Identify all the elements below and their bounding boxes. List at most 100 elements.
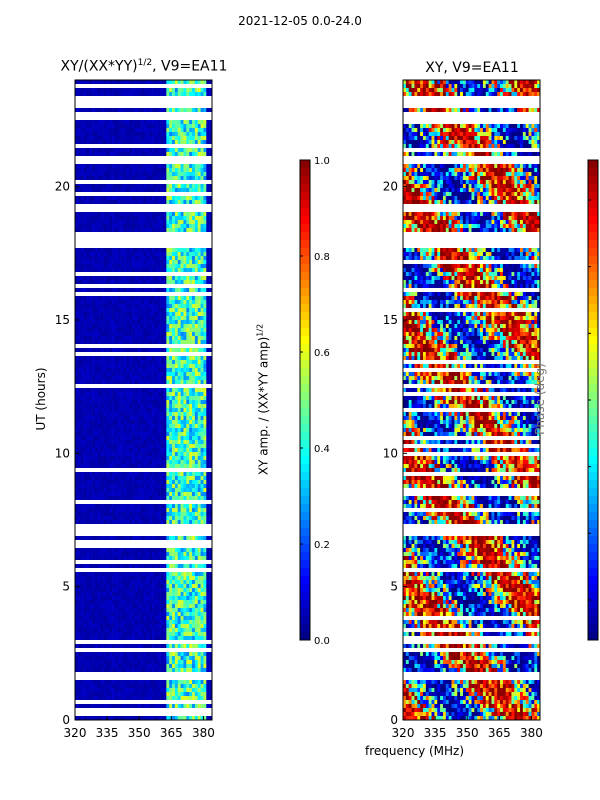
heatmap-cell: [177, 476, 181, 481]
heatmap-cell: [97, 348, 101, 353]
heatmap-cell: [154, 140, 159, 145]
heatmap-cell: [94, 132, 99, 137]
heatmap-cell: [192, 92, 196, 97]
heatmap-cell: [209, 216, 213, 221]
heatmap-cell: [129, 308, 133, 313]
heatmap-cell: [192, 100, 196, 105]
heatmap-cell: [152, 484, 156, 489]
heatmap-cell: [163, 468, 167, 473]
heatmap-cell: [183, 372, 187, 377]
heatmap-cell: [129, 348, 133, 353]
heatmap-cell: [152, 364, 156, 369]
heatmap-cell: [100, 324, 104, 329]
heatmap-cell: [120, 424, 124, 429]
heatmap-cell: [189, 124, 193, 129]
heatmap-cell: [134, 128, 139, 133]
heatmap-cell: [183, 416, 187, 421]
heatmap-cell: [166, 428, 170, 433]
heatmap-cell: [169, 280, 173, 285]
heatmap-cell: [137, 348, 141, 353]
heatmap-cell: [92, 476, 96, 481]
heatmap-cell: [129, 164, 133, 169]
heatmap-cell: [172, 200, 176, 205]
heatmap-cell: [106, 152, 110, 157]
heatmap-cell: [172, 464, 176, 469]
heatmap-cell: [169, 120, 173, 125]
heatmap-cell: [94, 384, 99, 389]
heatmap-cell: [112, 336, 116, 341]
heatmap-cell: [166, 232, 170, 237]
heatmap-cell: [197, 152, 201, 157]
heatmap-cell: [157, 484, 161, 489]
heatmap-cell: [146, 152, 150, 157]
heatmap-cell: [149, 368, 153, 373]
heatmap-cell: [129, 328, 133, 333]
heatmap-cell: [106, 92, 110, 97]
heatmap-cell: [120, 288, 124, 293]
heatmap-cell: [86, 144, 90, 149]
heatmap-cell: [77, 320, 81, 325]
heatmap-cell: [143, 172, 147, 177]
heatmap-cell: [143, 124, 147, 129]
heatmap-cell: [152, 240, 156, 245]
heatmap-cell: [197, 380, 201, 385]
heatmap-cell: [149, 276, 153, 281]
heatmap-cell: [112, 404, 116, 409]
heatmap-cell: [209, 316, 213, 321]
heatmap-cell: [100, 168, 104, 173]
heatmap-cell: [166, 84, 170, 89]
heatmap-cell: [194, 280, 199, 285]
heatmap-cell: [197, 420, 201, 425]
heatmap-cell: [186, 472, 190, 477]
heatmap-cell: [140, 148, 144, 153]
heatmap-cell: [117, 92, 121, 97]
heatmap-cell: [129, 176, 133, 181]
heatmap-cell: [120, 220, 124, 225]
heatmap-cell: [103, 416, 107, 421]
heatmap-cell: [160, 440, 164, 445]
heatmap-cell: [186, 140, 190, 145]
heatmap-cell: [75, 256, 79, 261]
heatmap-cell: [132, 136, 136, 141]
heatmap-cell: [160, 96, 164, 101]
heatmap-cell: [189, 424, 193, 429]
heatmap-cell: [100, 488, 104, 493]
heatmap-cell: [169, 328, 173, 333]
heatmap-cell: [206, 368, 210, 373]
heatmap-cell: [114, 256, 119, 261]
heatmap-cell: [94, 212, 99, 217]
heatmap-cell: [109, 340, 113, 345]
heatmap-cell: [117, 260, 121, 265]
heatmap-cell: [169, 448, 173, 453]
heatmap-cell: [83, 224, 87, 229]
heatmap-cell: [203, 436, 207, 441]
heatmap-cell: [174, 360, 179, 365]
heatmap-cell: [137, 240, 141, 245]
heatmap-cell: [77, 272, 81, 277]
heatmap-cell: [132, 416, 136, 421]
heatmap-cell: [80, 100, 84, 105]
heatmap-cell: [77, 132, 81, 137]
heatmap-cell: [117, 216, 121, 221]
heatmap-cell: [106, 132, 110, 137]
heatmap-cell: [203, 424, 207, 429]
heatmap-cell: [177, 256, 181, 261]
heatmap-cell: [177, 492, 181, 497]
heatmap-cell: [172, 140, 176, 145]
heatmap-cell: [154, 372, 159, 377]
heatmap-cell: [129, 360, 133, 365]
heatmap-cell: [189, 380, 193, 385]
heatmap-cell: [143, 472, 147, 477]
heatmap-cell: [80, 184, 84, 189]
heatmap-cell: [152, 156, 156, 161]
heatmap-cell: [183, 480, 187, 485]
heatmap-cell: [172, 364, 176, 369]
heatmap-cell: [189, 188, 193, 193]
heatmap-cell: [203, 304, 207, 309]
heatmap-cell: [169, 436, 173, 441]
heatmap-cell: [120, 140, 124, 145]
heatmap-cell: [109, 388, 113, 393]
heatmap-cell: [180, 84, 184, 89]
heatmap-cell: [92, 448, 96, 453]
heatmap-cell: [89, 272, 93, 277]
